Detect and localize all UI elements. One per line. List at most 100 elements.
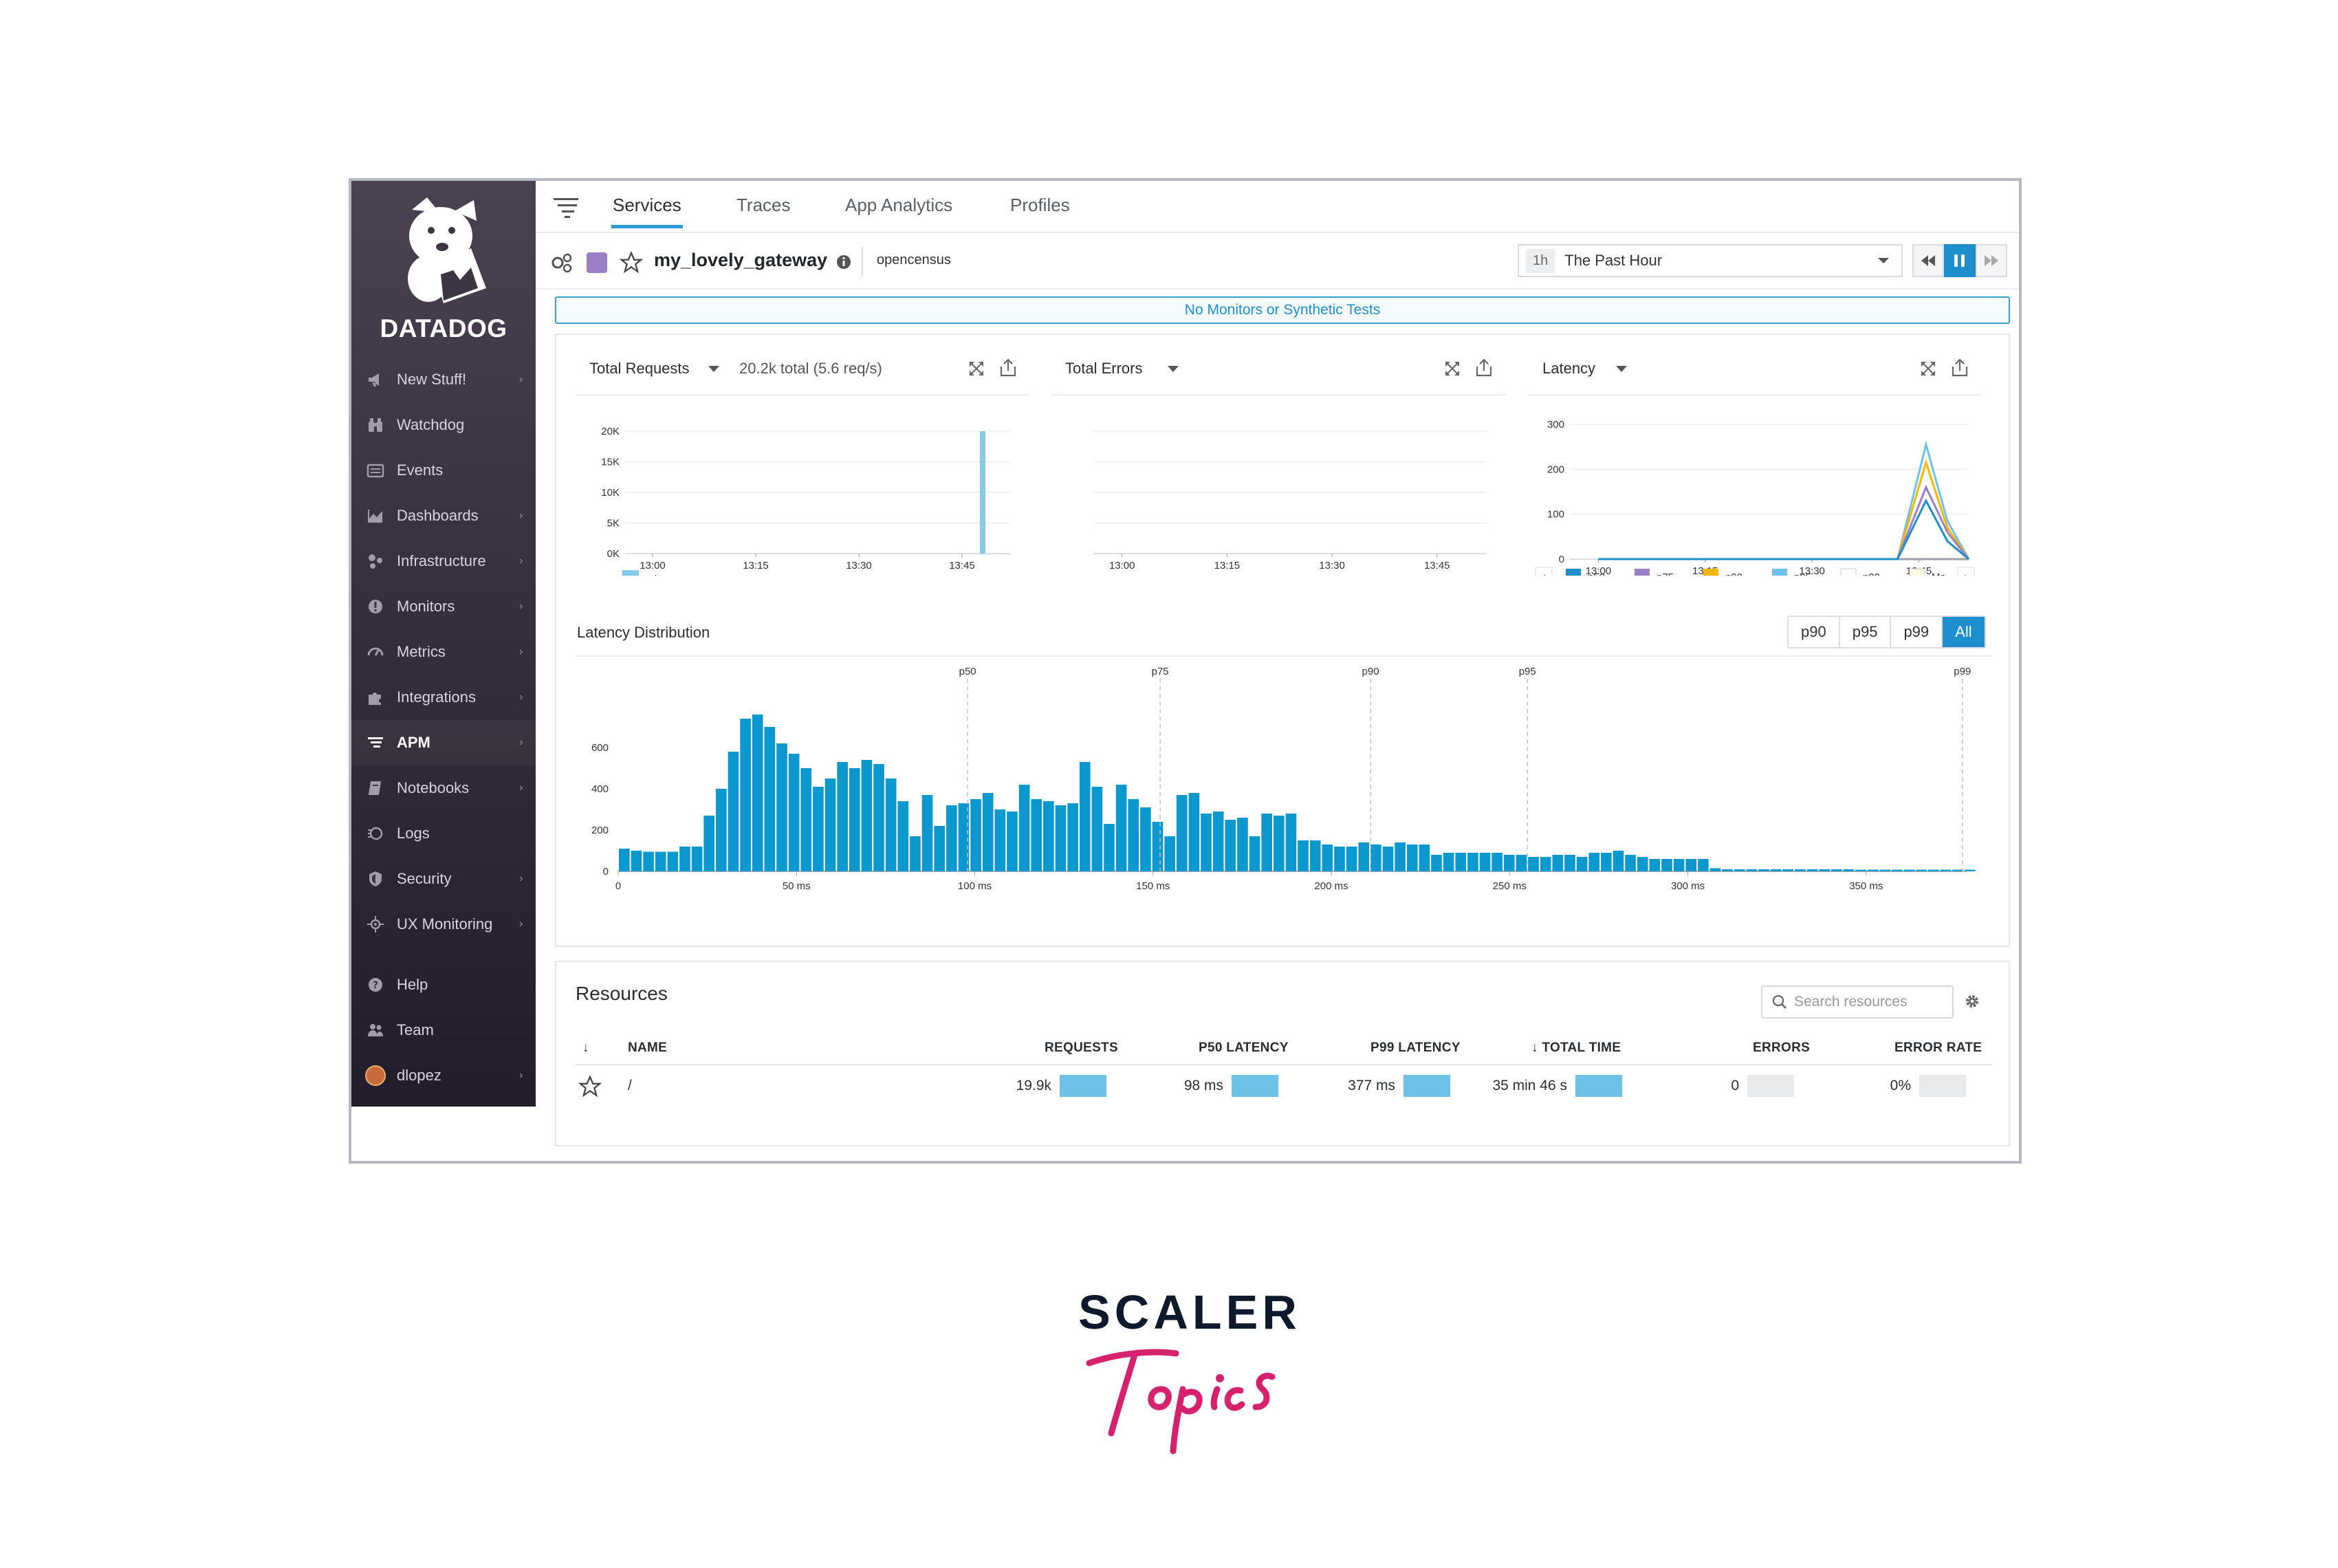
latency-legend[interactable]: ‹ p50 p75 p90 p95 p99 Ma ›: [1535, 567, 1975, 576]
tab-services[interactable]: Services: [611, 195, 683, 228]
chevron-left-icon: ‹: [1542, 571, 1546, 576]
distribution-bar: [861, 760, 873, 871]
legend-label: p50: [1588, 571, 1605, 576]
sidebar-item-apm[interactable]: APM ›: [351, 720, 536, 765]
info-icon[interactable]: [835, 254, 852, 270]
sidebar-item-dashboards[interactable]: Dashboards ›: [351, 493, 536, 538]
chevron-right-icon: ›: [519, 1069, 523, 1081]
p95-button[interactable]: p95: [1840, 617, 1892, 647]
binoculars-icon: [351, 416, 390, 434]
sidebar-item-monitors[interactable]: Monitors ›: [351, 584, 536, 629]
chevron-right-icon: ›: [519, 691, 523, 703]
distribution-bar: [837, 762, 848, 871]
sidebar-item-infrastructure[interactable]: Infrastructure ›: [351, 538, 536, 584]
star-icon[interactable]: [578, 1075, 602, 1098]
sidebar-item-integrations[interactable]: Integrations ›: [351, 675, 536, 720]
column-errors[interactable]: ERRORS: [1753, 1041, 1811, 1055]
sidebar-item-logs[interactable]: Logs: [351, 811, 536, 856]
gear-icon[interactable]: [1963, 992, 1981, 1010]
tab-traces[interactable]: Traces: [736, 195, 791, 215]
sidebar-item-notebooks[interactable]: Notebooks ›: [351, 765, 536, 811]
search-resources-input[interactable]: Search resources: [1761, 986, 1954, 1019]
sidebar-item-label: APM: [397, 734, 430, 751]
column-error-rate[interactable]: ERROR RATE: [1894, 1041, 1982, 1055]
tab-profiles[interactable]: Profiles: [1010, 195, 1070, 215]
distribution-bar: [1298, 840, 1309, 871]
percentile-toggle: p90 p95 p99 All: [1787, 616, 1986, 649]
all-button[interactable]: All: [1943, 617, 1985, 647]
distribution-bar: [982, 793, 994, 871]
sidebar-item-watchdog[interactable]: Watchdog: [351, 402, 536, 448]
sidebar-item-new-stuff[interactable]: New Stuff! ›: [351, 357, 536, 402]
latency-distribution-chart[interactable]: 0 200 400 600 0 50 ms 100 ms 150 ms 200 ms 250 ms…: [570, 665, 2000, 940]
service-map-icon[interactable]: [551, 252, 573, 273]
chevron-down-icon[interactable]: [1615, 365, 1628, 373]
avatar: [365, 1065, 386, 1086]
distribution-bar: [1916, 869, 1927, 871]
sidebar-item-metrics[interactable]: Metrics ›: [351, 629, 536, 675]
distribution-bar: [1806, 869, 1818, 871]
sort-arrow[interactable]: ↓: [582, 1041, 589, 1055]
sidebar-item-team[interactable]: Team: [351, 1008, 536, 1053]
time-range-select[interactable]: 1h The Past Hour: [1518, 244, 1903, 277]
latency-chart[interactable]: 010020030013:0013:1513:3013:45‹p50p75p90…: [1522, 417, 1989, 576]
top-nav: Services Traces App Analytics Profiles: [536, 181, 2019, 233]
distribution-bar: [813, 787, 824, 871]
chevron-down-icon[interactable]: [1167, 365, 1179, 373]
y-tick-label: 400: [591, 783, 609, 795]
export-icon[interactable]: [999, 358, 1017, 378]
distribution-bar: [1528, 857, 1539, 871]
ux-monitoring-icon: [351, 915, 390, 933]
sidebar-item-ux-monitoring[interactable]: UX Monitoring ›: [351, 902, 536, 947]
rewind-button[interactable]: [1912, 244, 1944, 277]
sidebar-item-label: Team: [397, 1021, 434, 1038]
distribution-bar: [1309, 840, 1321, 871]
export-icon[interactable]: [1475, 358, 1493, 378]
p90-button[interactable]: p90: [1789, 617, 1840, 647]
distribution-bar: [921, 795, 933, 871]
errors-chart[interactable]: 13:00 13:15 13:30 13:45: [1046, 417, 1500, 576]
latency-line-p90: [1598, 459, 1970, 560]
distribution-bar: [1782, 869, 1794, 871]
star-icon[interactable]: [620, 251, 643, 274]
resource-name[interactable]: /: [628, 1078, 632, 1093]
sidebar-item-help[interactable]: ? Help: [351, 962, 536, 1008]
expand-icon[interactable]: [1443, 360, 1461, 378]
infrastructure-icon: [351, 552, 390, 570]
chevron-down-icon[interactable]: [708, 365, 720, 373]
requests-chart[interactable]: 0K 5K 10K 15K 20K 13:00 13:15 13:30 13:45 Hits: [570, 417, 1024, 576]
distribution-bar: [1382, 847, 1394, 871]
tab-app-analytics[interactable]: App Analytics: [845, 195, 953, 215]
expand-icon[interactable]: [1919, 360, 1937, 378]
x-tick-label: 13:45: [949, 560, 975, 571]
distribution-bar: [1322, 845, 1333, 871]
datadog-logo[interactable]: DATADOG: [351, 190, 536, 342]
sidebar-item-user[interactable]: dlopez ›: [351, 1053, 536, 1098]
export-icon[interactable]: [1951, 358, 1969, 378]
monitor-banner[interactable]: No Monitors or Synthetic Tests: [555, 296, 2010, 324]
distribution-bar: [1758, 869, 1769, 871]
column-name[interactable]: NAME: [628, 1041, 668, 1055]
distribution-bar: [667, 851, 679, 871]
legend-swatch: [1703, 569, 1718, 576]
column-total-time[interactable]: ↓ TOTAL TIME: [1531, 1041, 1621, 1055]
latency-panel-title[interactable]: Latency: [1542, 360, 1596, 377]
errors-panel-title[interactable]: Total Errors: [1065, 360, 1143, 377]
column-p99-latency[interactable]: P99 LATENCY: [1370, 1041, 1461, 1055]
x-tick-label: 50 ms: [783, 880, 811, 892]
column-requests[interactable]: REQUESTS: [1045, 1041, 1118, 1055]
column-p50-latency[interactable]: P50 LATENCY: [1199, 1041, 1289, 1055]
menu-icon[interactable]: [552, 196, 580, 219]
requests-panel-title[interactable]: Total Requests: [589, 360, 690, 377]
expand-icon[interactable]: [968, 360, 985, 378]
sidebar-item-events[interactable]: Events: [351, 448, 536, 493]
distribution-bar: [1091, 787, 1103, 871]
p99-button[interactable]: p99: [1891, 617, 1943, 647]
distribution-bar: [1855, 869, 1866, 871]
fast-forward-button[interactable]: [1976, 244, 2007, 277]
sidebar-item-security[interactable]: Security ›: [351, 856, 536, 902]
pause-button[interactable]: [1944, 244, 1976, 277]
legend-label: Hits: [647, 574, 665, 576]
distribution-bar: [800, 768, 812, 871]
chevron-right-icon: ›: [519, 555, 523, 567]
